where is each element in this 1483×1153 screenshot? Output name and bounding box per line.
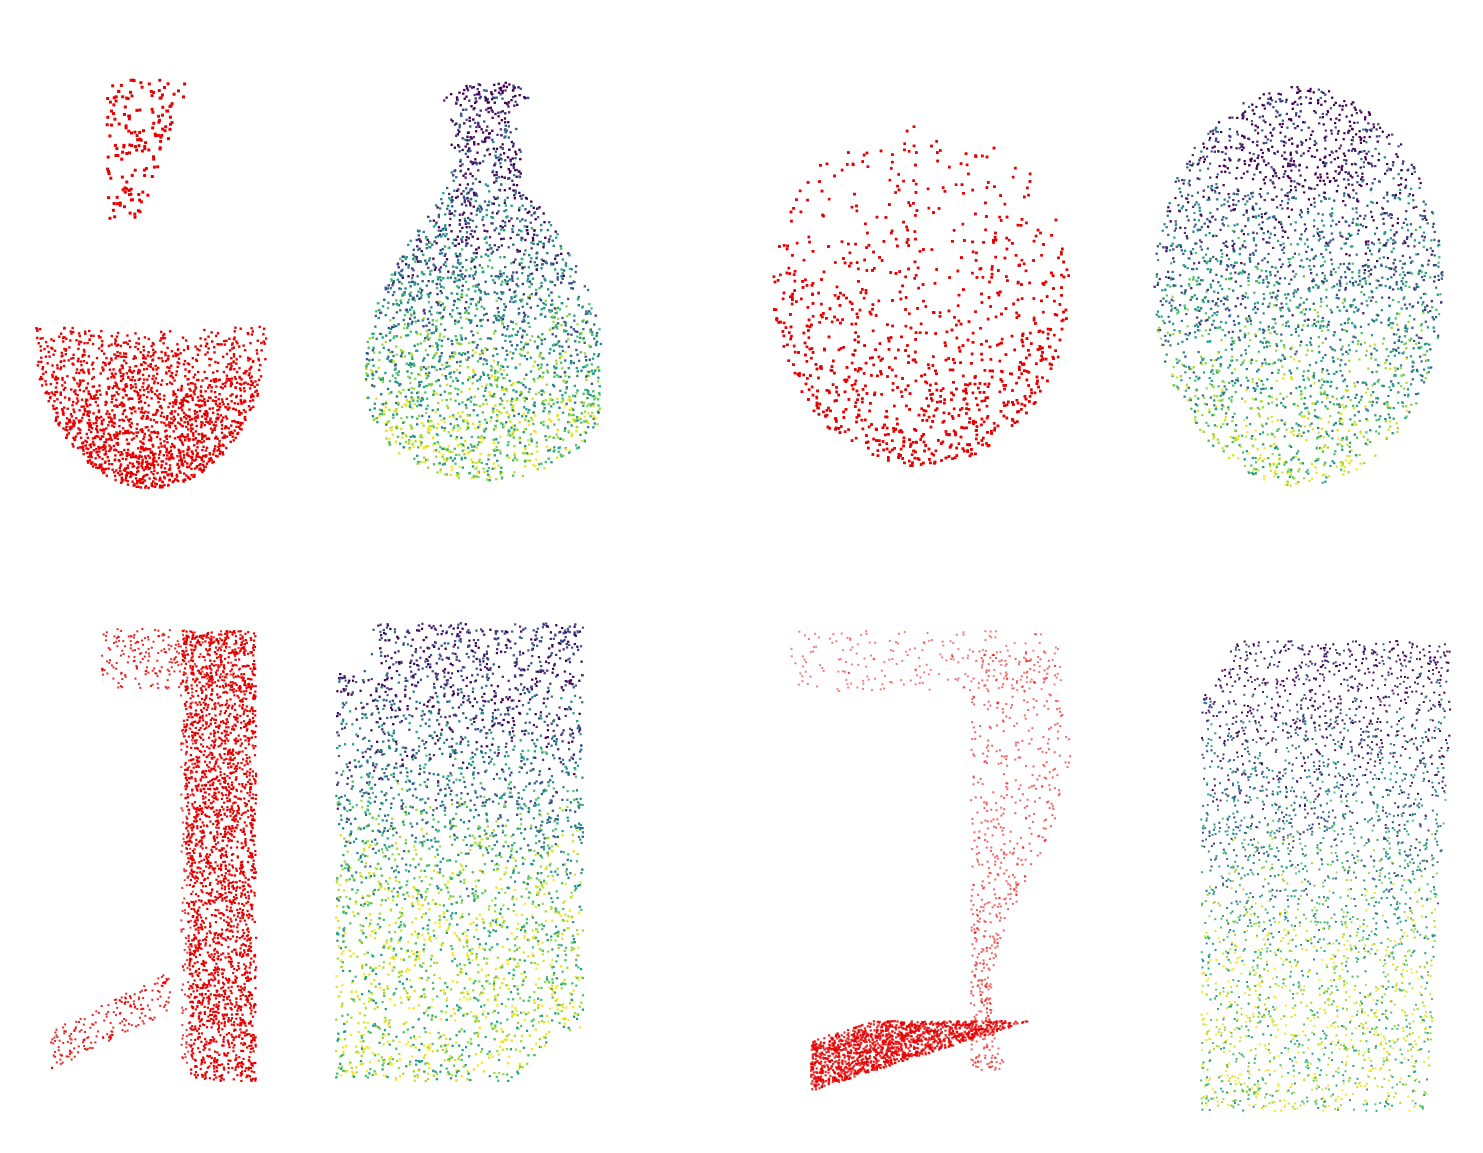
completed-cloud-box-svg bbox=[335, 622, 585, 1082]
partial-cloud-bulb-svg bbox=[35, 78, 268, 490]
completed-cloud-egg bbox=[1140, 70, 1460, 500]
partial-cloud-block bbox=[770, 620, 1100, 1100]
completed-cloud-block-svg bbox=[1200, 640, 1451, 1112]
partial-cloud-egg bbox=[760, 80, 1090, 480]
partial-cloud-bulb bbox=[20, 60, 290, 500]
completed-cloud-bulb-svg bbox=[365, 81, 602, 482]
partial-cloud-box bbox=[30, 610, 280, 1100]
completed-cloud-bulb bbox=[340, 60, 620, 500]
partial-cloud-box-svg bbox=[50, 628, 258, 1082]
completed-cloud-block bbox=[1180, 630, 1470, 1120]
completed-cloud-box bbox=[320, 610, 600, 1090]
completed-cloud-egg-svg bbox=[1153, 86, 1444, 487]
partial-cloud-block-svg bbox=[790, 630, 1072, 1091]
partial-cloud-egg-svg bbox=[772, 125, 1070, 467]
